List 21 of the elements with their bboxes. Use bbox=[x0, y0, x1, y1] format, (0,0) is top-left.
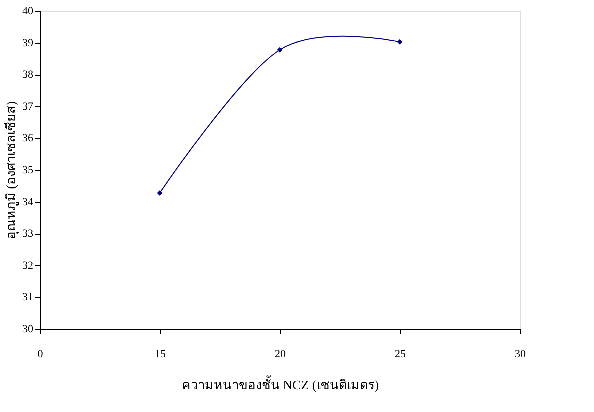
y-tick-label: 31 bbox=[22, 292, 34, 304]
point bbox=[397, 39, 403, 45]
y-tick-label: 37 bbox=[22, 100, 34, 113]
y-tick-label: 32 bbox=[22, 260, 34, 272]
y-tick-label: 30 bbox=[22, 324, 34, 336]
x-tick-label: 30 bbox=[515, 348, 526, 360]
y-axis-title: อุณหภูมิ (องศาเซลเซียส) bbox=[4, 102, 20, 240]
y-tick-label: 39 bbox=[22, 37, 34, 50]
y-tick-label: 34 bbox=[22, 196, 34, 208]
y-tick-label: 35 bbox=[22, 164, 34, 176]
x-tick-label: 25 bbox=[395, 348, 406, 360]
point bbox=[157, 190, 163, 196]
point bbox=[277, 47, 283, 53]
y-tick-label: 38 bbox=[22, 69, 34, 82]
y-tick-label: 40 bbox=[22, 6, 34, 18]
y-tick-label: 33 bbox=[22, 228, 34, 240]
y-tick-label: 36 bbox=[22, 132, 34, 145]
x-tick-label: 15 bbox=[155, 348, 166, 360]
x-tick-label: 0 bbox=[38, 348, 44, 360]
x-tick-label: 20 bbox=[275, 348, 286, 360]
x-axis-title: ความหนาของชั้น NCZ (เซนติเมตร) bbox=[182, 376, 380, 392]
